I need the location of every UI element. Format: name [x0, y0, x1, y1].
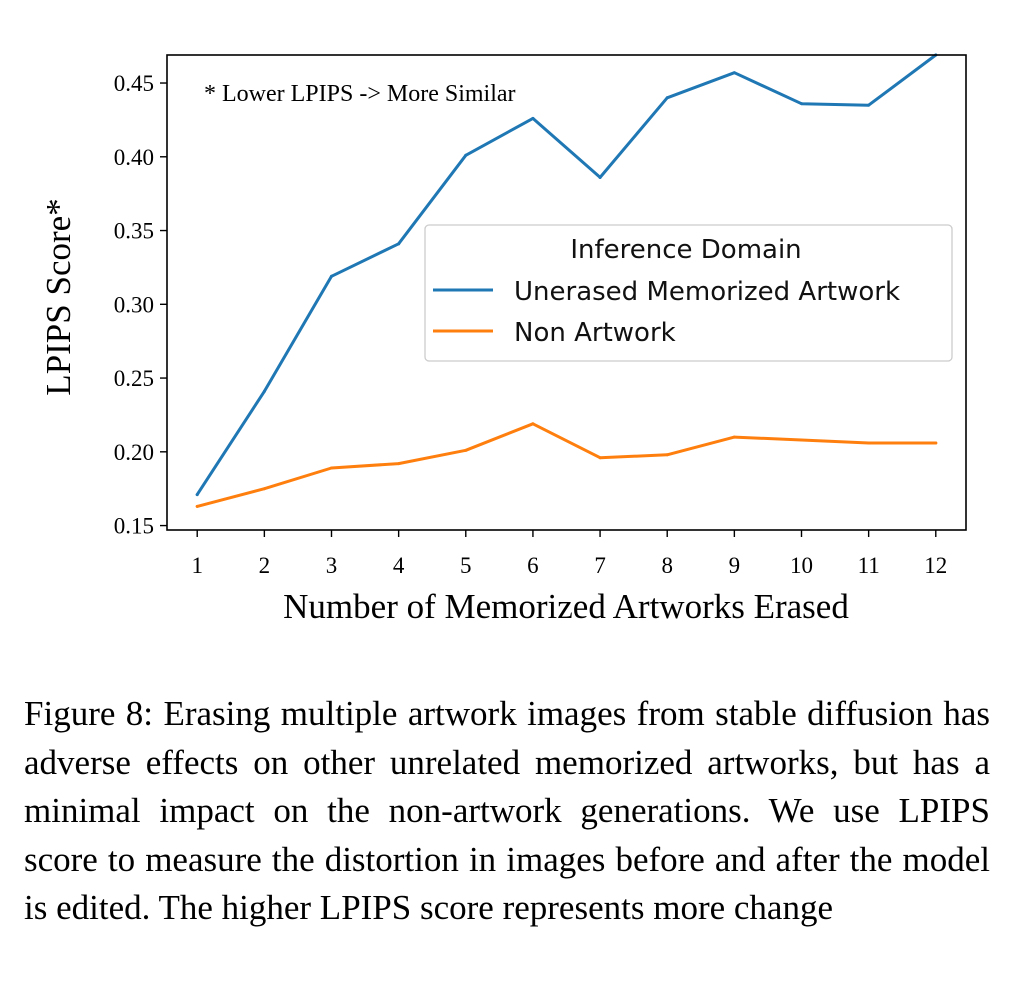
line-chart: 0.150.200.250.300.350.400.45 1 2 3 4 5 6 7 8 9 10…	[39, 53, 967, 626]
data-point	[665, 96, 669, 100]
data-point	[598, 175, 602, 179]
data-point	[330, 274, 333, 278]
x-tick-label: 1	[191, 553, 203, 578]
legend: Inference Domain Unerased Memorized Artw…	[424, 224, 953, 362]
data-point	[800, 438, 803, 442]
legend-label-unerased: Unerased Memorized Artwork	[514, 277, 900, 307]
data-point	[464, 448, 468, 452]
data-point	[195, 504, 199, 508]
data-point	[195, 493, 199, 497]
data-point	[531, 116, 535, 120]
y-tick-label: 0.15	[114, 514, 154, 539]
data-point	[800, 102, 803, 106]
y-tick-label: 0.35	[114, 219, 154, 244]
data-point	[262, 389, 266, 393]
data-point	[867, 441, 871, 445]
x-tick-label: 10	[790, 553, 813, 578]
series-line-unerased-memorized-artwork	[195, 53, 938, 497]
y-axis-ticks: 0.15 0.20 0.25 0.30 0.35 0.40 0.45	[114, 71, 167, 539]
y-tick-label: 0.20	[114, 440, 154, 465]
plot-frame	[166, 54, 967, 531]
data-point	[934, 441, 938, 445]
x-axis-ticks: 1 2 3 4 5 6 7 8 9 10 11 12	[191, 530, 947, 578]
y-axis-title: LPIPS Score*	[39, 198, 78, 395]
data-point	[262, 487, 266, 491]
x-tick-label: 3	[326, 553, 338, 578]
data-point	[732, 71, 736, 75]
data-point	[397, 242, 401, 246]
y-tick-label: 0.40	[114, 145, 154, 170]
x-tick-label: 12	[924, 553, 947, 578]
data-point	[732, 435, 736, 439]
x-tick-label: 7	[594, 553, 606, 578]
chart-annotation: * Lower LPIPS -> More Similar	[204, 81, 516, 107]
x-tick-label: 9	[729, 553, 741, 578]
x-tick-label: 11	[858, 553, 880, 578]
x-tick-label: 4	[393, 553, 405, 578]
data-point	[598, 456, 602, 460]
x-tick-label: 5	[460, 553, 472, 578]
y-tick-label: 0.25	[114, 366, 154, 391]
data-point	[531, 422, 535, 426]
x-tick-label: 2	[259, 553, 271, 578]
figure-caption: Figure 8: Erasing multiple artwork image…	[24, 694, 990, 927]
x-tick-label: 8	[661, 553, 673, 578]
x-axis-title: Number of Memorized Artworks Erased	[283, 587, 849, 626]
data-point	[330, 466, 333, 470]
legend-box	[424, 224, 953, 362]
data-point	[464, 153, 468, 157]
data-point	[867, 103, 871, 107]
y-tick-label: 0.30	[114, 292, 154, 317]
legend-title: Inference Domain	[570, 235, 801, 265]
x-tick-label: 6	[527, 553, 539, 578]
data-point	[665, 453, 669, 457]
legend-label-non-artwork: Non Artwork	[514, 318, 676, 348]
y-tick-label: 0.45	[114, 71, 154, 96]
data-point	[397, 462, 401, 466]
series-line-non-artwork	[195, 422, 938, 508]
